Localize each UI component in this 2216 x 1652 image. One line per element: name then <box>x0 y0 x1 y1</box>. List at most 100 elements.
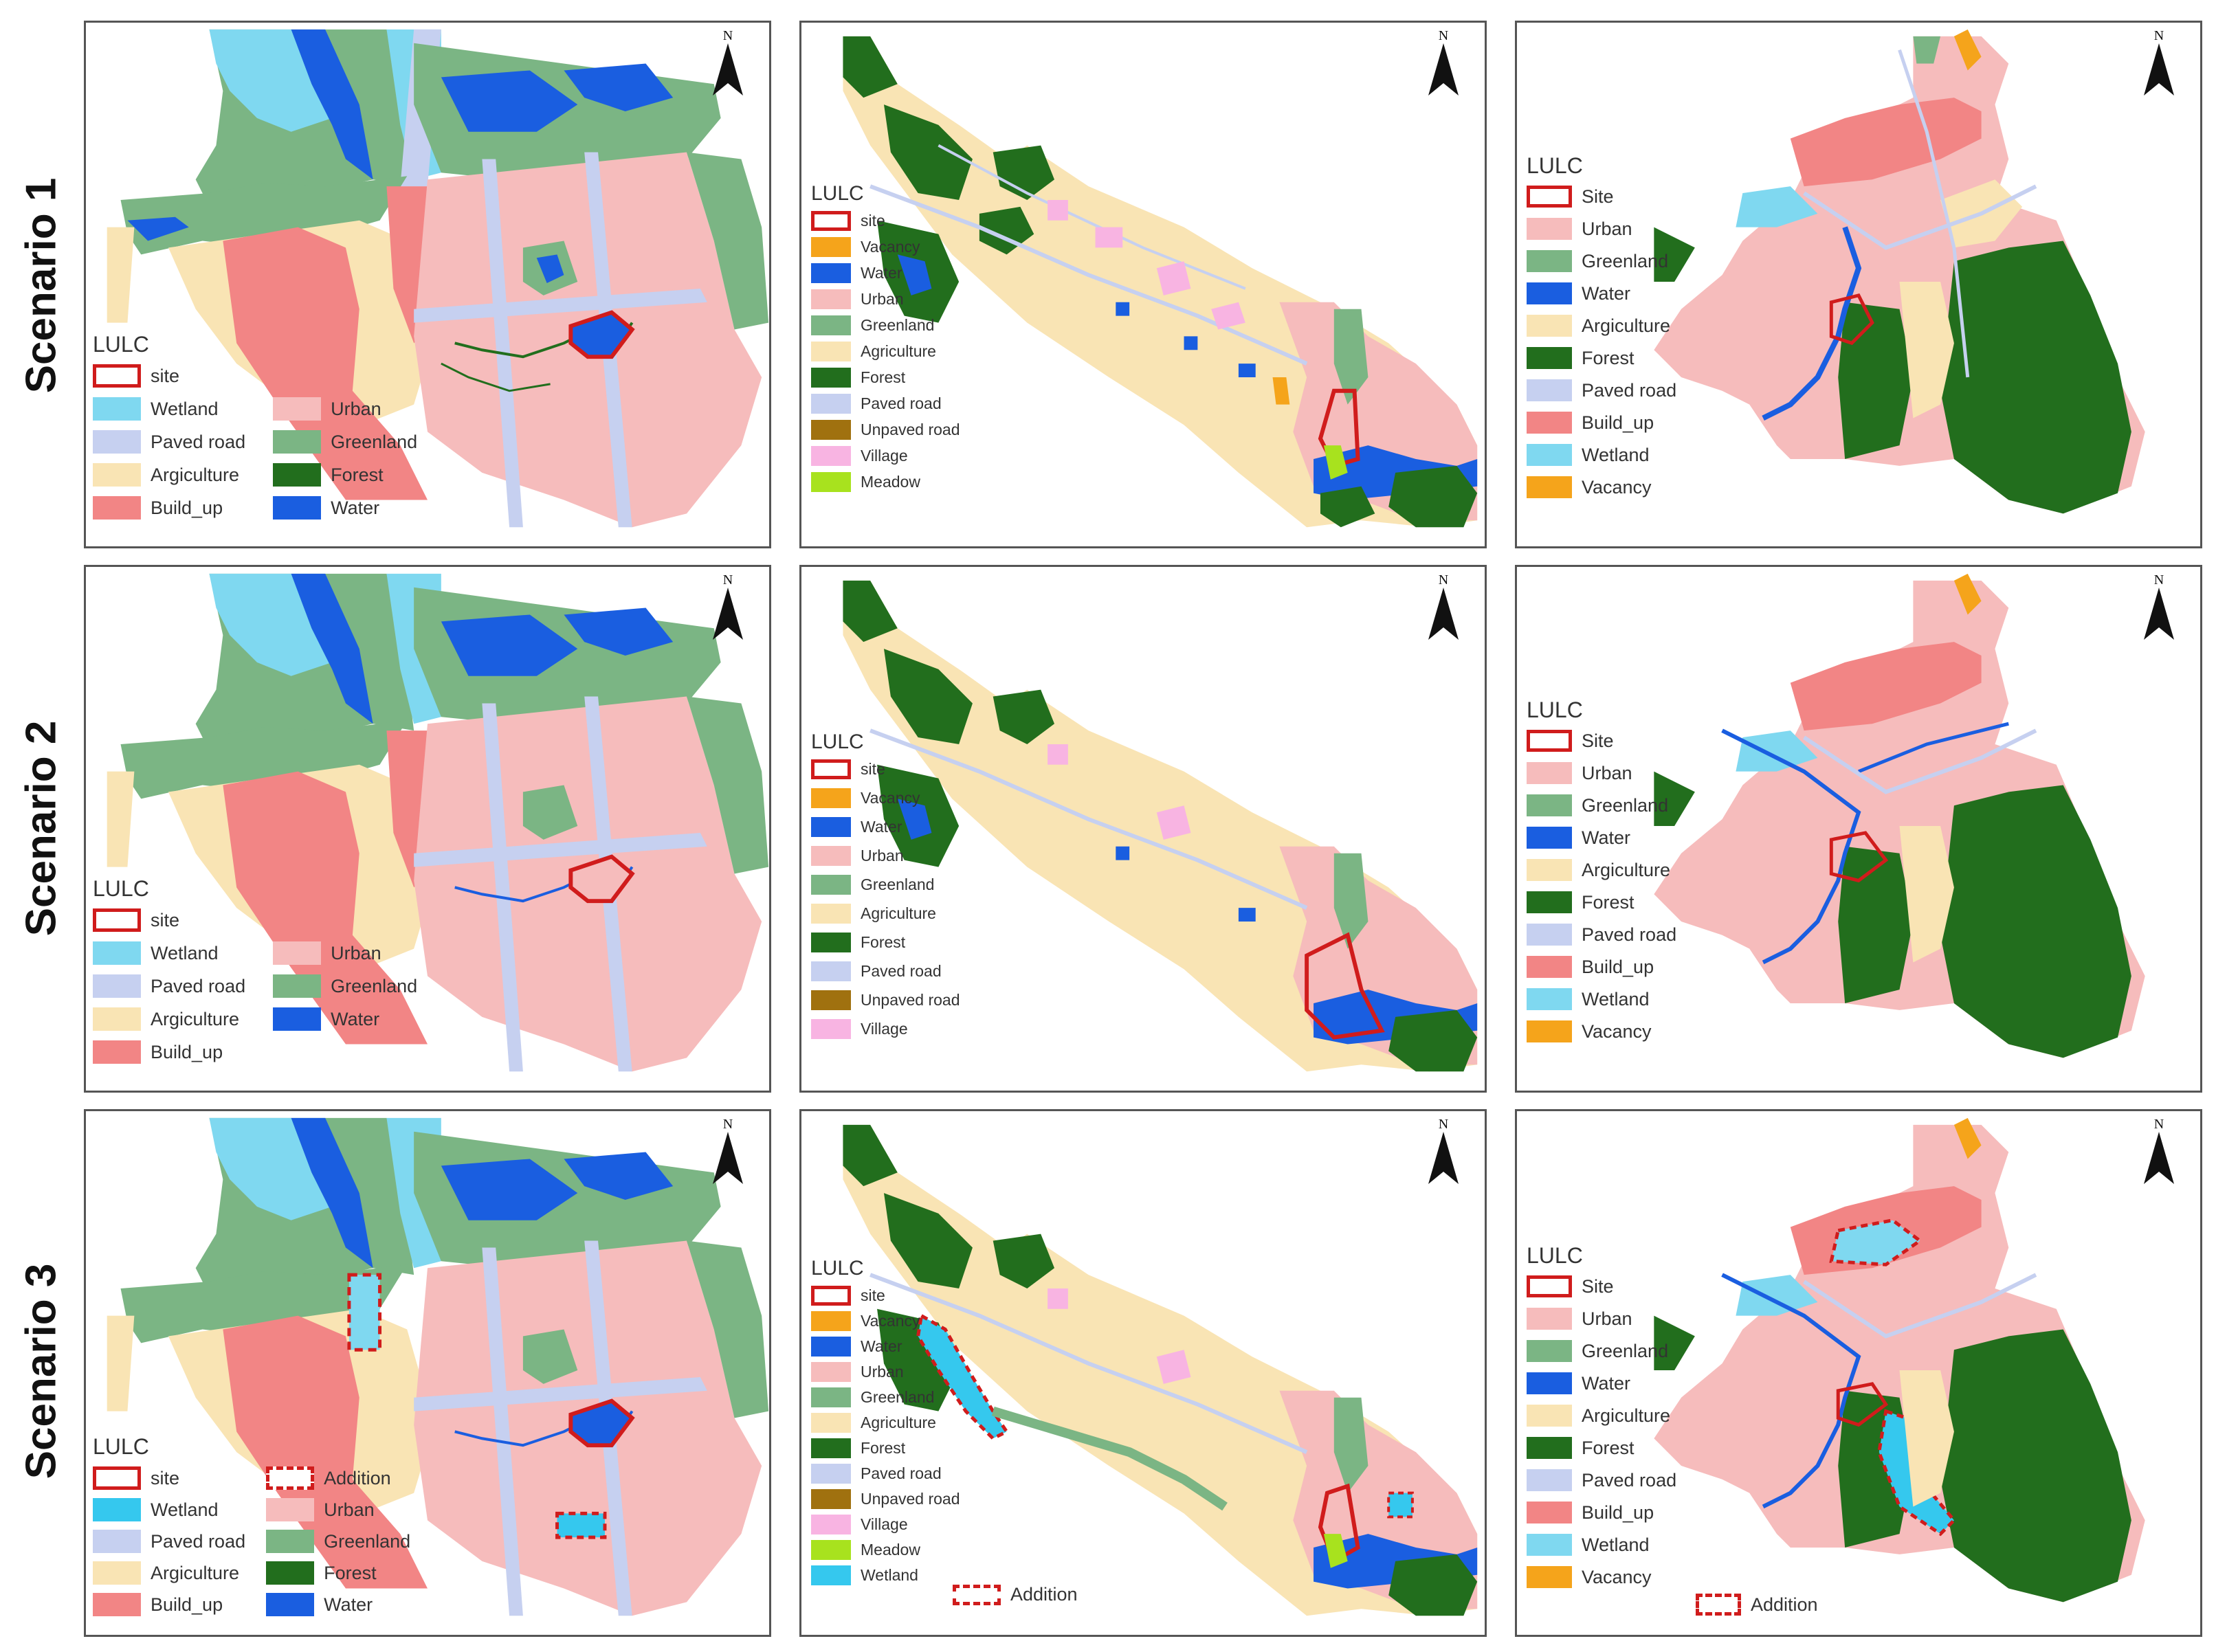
legend-item-wetland: Wetland <box>1527 1534 1676 1556</box>
legend-item-greenland: Greenland <box>266 1530 410 1553</box>
legend-item-wetland: Wetland <box>1527 988 1676 1010</box>
legend-item-vacancy: Vacancy <box>1527 1566 1676 1588</box>
north-arrow-icon <box>1428 43 1459 96</box>
lulc-map-s2-left <box>107 573 769 1072</box>
legend-item-agriculture: Argiculture <box>93 1007 245 1031</box>
north-arrow-s3-right: N <box>2141 1117 2177 1192</box>
legend-item-urban: Urban <box>811 289 960 309</box>
legend-item-forest: Forest <box>266 1561 410 1585</box>
legend-item-forest: Forest <box>811 1438 960 1458</box>
legend-item-paved-road: Paved road <box>1527 924 1676 946</box>
legend-item-unpaved-road: Unpaved road <box>811 990 960 1010</box>
north-arrow-icon <box>713 1132 743 1184</box>
legend-item-forest: Forest <box>1527 347 1676 369</box>
map-panel-s2-right: N LULC Site Urban Greenland Water Argicu… <box>1515 565 2202 1093</box>
legend-item-meadow: Meadow <box>811 472 960 492</box>
legend-s2-left: LULC site Wetland Paved road Argiculture… <box>93 876 417 1073</box>
north-arrow-icon <box>713 588 743 640</box>
legend-item-paved-road: Paved road <box>811 394 960 414</box>
legend-item-paved-road: Paved road <box>811 961 960 981</box>
legend-item-site: site <box>811 211 960 231</box>
north-arrow-s1-mid: N <box>1426 28 1461 104</box>
legend-item-forest: Forest <box>811 933 960 952</box>
legend-item-vacancy: Vacancy <box>811 788 960 808</box>
scenario-1-label: Scenario 1 <box>17 177 65 393</box>
legend-item-unpaved-road: Unpaved road <box>811 1489 960 1509</box>
lulc-map-s3-right <box>1654 1117 2145 1603</box>
legend-item-site: Site <box>1527 186 1676 208</box>
legend-item-build-up: Build_up <box>1527 956 1676 978</box>
legend-item-urban: Urban <box>811 1362 960 1382</box>
legend-s3-mid: LULC site Vacancy Water Urban Greenland … <box>811 1257 960 1585</box>
map-s1-left-shapes <box>107 29 769 528</box>
lulc-map-s1-left <box>107 29 769 528</box>
legend-item-site: site <box>93 908 245 932</box>
legend-item-forest: Forest <box>273 463 417 487</box>
legend-item-site: Site <box>1527 1275 1676 1297</box>
north-arrow-icon <box>713 43 743 96</box>
legend-item-vacancy: Vacancy <box>811 237 960 257</box>
map-panel-s1-right: N LULC Site Urban Greenland Water Argicu… <box>1515 21 2202 548</box>
legend-item-site: site <box>93 364 245 388</box>
legend-item-greenland: Greenland <box>811 875 960 895</box>
legend-item-wetland: Wetland <box>93 941 245 965</box>
legend-item-greenland: Greenland <box>1527 794 1676 816</box>
legend-item-site: site <box>811 759 960 779</box>
legend-item-vacancy: Vacancy <box>811 1311 960 1331</box>
legend-item-addition: Addition <box>266 1466 410 1490</box>
legend-item-water: Water <box>1527 827 1676 849</box>
map-s2-mid-shapes <box>843 580 1478 1072</box>
map-s3-right-shapes <box>1654 1117 2145 1603</box>
legend-s3-mid-addition: Addition <box>953 1584 1078 1611</box>
map-s1-right-shapes <box>1654 29 2145 514</box>
legend-s3-right: LULC Site Urban Greenland Water Argicult… <box>1527 1243 1677 1588</box>
legend-item-addition: Addition <box>953 1584 1078 1605</box>
legend-item-site: site <box>93 1466 245 1490</box>
north-arrow-icon <box>1428 588 1459 640</box>
legend-s2-mid: LULC site Vacancy Water Urban Greenland … <box>811 730 960 1039</box>
legend-item-water: Water <box>266 1593 410 1616</box>
legend-s3-left: LULC site Wetland Paved road Argiculture… <box>93 1434 410 1625</box>
map-s1-mid-shapes <box>843 36 1478 528</box>
legend-item-water: Water <box>811 817 960 837</box>
legend-item-forest: Forest <box>811 368 960 388</box>
legend-item-village: Village <box>811 1019 960 1039</box>
scenario-2-label: Scenario 2 <box>17 720 65 936</box>
north-arrow-s2-mid: N <box>1426 572 1461 648</box>
north-arrow-s3-left: N <box>710 1117 746 1192</box>
map-panel-s3-left: N LULC site Wetland Paved road Argicultu… <box>84 1109 771 1637</box>
lulc-map-s1-right <box>1654 29 2145 514</box>
lulc-map-s3-mid <box>843 1124 1478 1616</box>
north-arrow-s2-left: N <box>710 572 746 648</box>
lulc-map-s3-left <box>107 1117 769 1616</box>
legend-item-greenland: Greenland <box>1527 250 1676 272</box>
map-s3-mid-shapes <box>843 1124 1478 1616</box>
legend-item-water: Water <box>1527 282 1676 304</box>
legend-item-water: Water <box>1527 1372 1676 1394</box>
legend-item-wetland: Wetland <box>93 397 245 421</box>
lulc-map-s2-mid <box>843 580 1478 1072</box>
legend-item-wetland: Wetland <box>1527 444 1676 466</box>
legend-item-paved-road: Paved road <box>811 1464 960 1484</box>
legend-item-agriculture: Agriculture <box>811 1413 960 1433</box>
legend-item-paved-road: Paved road <box>93 974 245 998</box>
legend-item-greenland: Greenland <box>811 315 960 335</box>
legend-s1-right: LULC Site Urban Greenland Water Argicult… <box>1527 153 1677 498</box>
legend-item-paved-road: Paved road <box>1527 1469 1676 1491</box>
legend-item-greenland: Greenland <box>273 430 417 454</box>
north-arrow-icon <box>2144 1132 2174 1184</box>
legend-item-urban: Urban <box>273 941 417 965</box>
legend-item-forest: Forest <box>1527 891 1676 913</box>
map-s2-right-shapes <box>1654 573 2145 1058</box>
legend-item-paved-road: Paved road <box>93 430 245 454</box>
legend-item-wetland: Wetland <box>811 1565 960 1585</box>
legend-item-greenland: Greenland <box>1527 1340 1676 1362</box>
legend-item-paved-road: Paved road <box>93 1530 245 1553</box>
legend-item-water: Water <box>273 496 417 520</box>
lulc-map-s1-mid <box>843 36 1478 528</box>
legend-item-unpaved-road: Unpaved road <box>811 420 960 440</box>
legend-item-agriculture: Argiculture <box>93 1561 245 1585</box>
legend-s2-right: LULC Site Urban Greenland Water Argicult… <box>1527 697 1677 1042</box>
legend-item-build-up: Build_up <box>93 1040 245 1064</box>
legend-item-agriculture: Argiculture <box>1527 315 1676 337</box>
